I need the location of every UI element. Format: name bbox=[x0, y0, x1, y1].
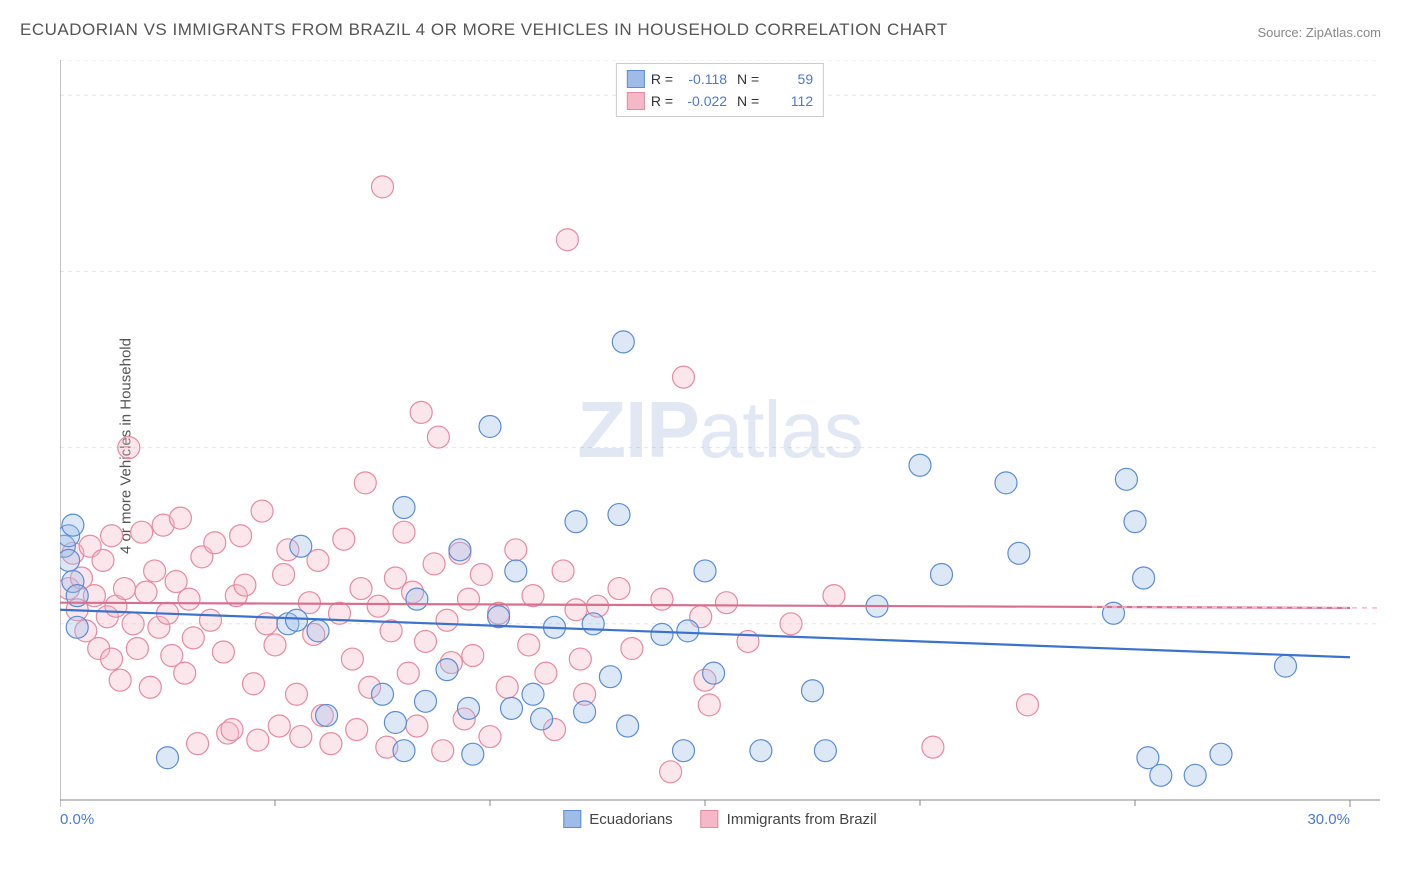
plot-area: ZIPatlas R = -0.118 N = 59 R = -0.022 N … bbox=[60, 60, 1380, 830]
legend-label-2: Immigrants from Brazil bbox=[727, 811, 877, 828]
n-value-1: 59 bbox=[765, 71, 813, 87]
swatch-ecuadorians bbox=[627, 70, 645, 88]
legend-label-1: Ecuadorians bbox=[589, 811, 672, 828]
corr-row-1: R = -0.118 N = 59 bbox=[627, 68, 813, 90]
r-value-2: -0.022 bbox=[679, 93, 727, 109]
series-legend: Ecuadorians Immigrants from Brazil bbox=[563, 810, 876, 828]
r-label: R = bbox=[651, 93, 673, 109]
chart-title: ECUADORIAN VS IMMIGRANTS FROM BRAZIL 4 O… bbox=[20, 20, 948, 40]
svg-text:0.0%: 0.0% bbox=[60, 811, 94, 828]
svg-text:30.0%: 30.0% bbox=[1307, 811, 1350, 828]
corr-row-2: R = -0.022 N = 112 bbox=[627, 90, 813, 112]
r-value-1: -0.118 bbox=[679, 71, 727, 87]
n-label: N = bbox=[733, 71, 759, 87]
n-label: N = bbox=[733, 93, 759, 109]
legend-item-1: Ecuadorians bbox=[563, 810, 672, 828]
r-label: R = bbox=[651, 71, 673, 87]
swatch-brazil bbox=[627, 92, 645, 110]
swatch-brazil-icon bbox=[701, 810, 719, 828]
chart-source: Source: ZipAtlas.com bbox=[1257, 25, 1381, 40]
legend-item-2: Immigrants from Brazil bbox=[701, 810, 877, 828]
swatch-ecuadorians-icon bbox=[563, 810, 581, 828]
correlation-legend: R = -0.118 N = 59 R = -0.022 N = 112 bbox=[616, 63, 824, 117]
n-value-2: 112 bbox=[765, 93, 813, 109]
scatter-chart: 5.0%10.0%15.0%20.0%0.0%30.0% bbox=[60, 60, 1380, 830]
